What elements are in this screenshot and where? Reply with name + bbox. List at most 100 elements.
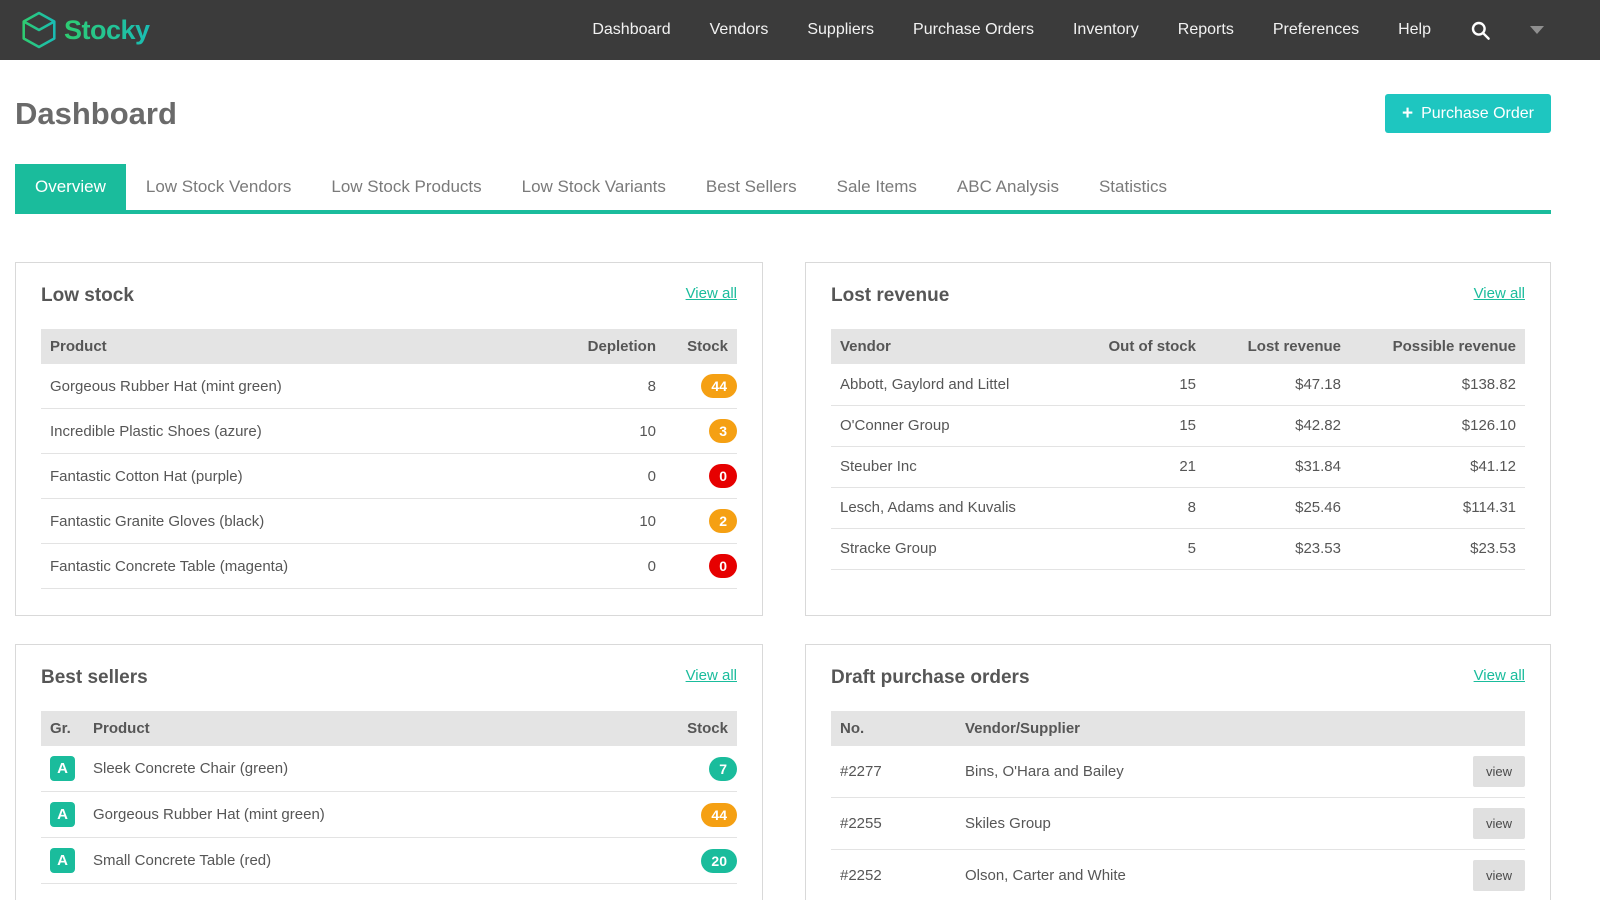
best-sellers-table: Gr. Product Stock A Sleek Concrete Chair… xyxy=(41,711,737,884)
new-purchase-order-button[interactable]: + Purchase Order xyxy=(1385,94,1551,133)
stock-badge: 20 xyxy=(701,849,737,873)
search-icon[interactable] xyxy=(1470,20,1491,41)
draft-purchase-orders-view-all-link[interactable]: View all xyxy=(1474,667,1525,684)
table-row: A Sleek Concrete Chair (green) 7 xyxy=(41,746,737,792)
low-stock-card: Low stock View all Product Depletion Sto… xyxy=(15,262,763,616)
nav-item-inventory[interactable]: Inventory xyxy=(1073,21,1139,39)
lost-revenue-card: Lost revenue View all Vendor Out of stoc… xyxy=(805,262,1551,616)
stocky-cube-icon xyxy=(22,11,56,49)
tab-best-sellers[interactable]: Best Sellers xyxy=(686,164,817,210)
tab-statistics[interactable]: Statistics xyxy=(1079,164,1187,210)
view-button[interactable]: view xyxy=(1473,860,1525,891)
table-row: Fantastic Cotton Hat (purple) 0 0 xyxy=(41,454,737,499)
view-button[interactable]: view xyxy=(1473,756,1525,787)
nav-item-dashboard[interactable]: Dashboard xyxy=(592,21,670,39)
table-row: Gorgeous Rubber Hat (mint green) 8 44 xyxy=(41,364,737,409)
tab-low-stock-vendors[interactable]: Low Stock Vendors xyxy=(126,164,312,210)
product-name: Fantastic Cotton Hat (purple) xyxy=(41,454,575,499)
po-number: #2252 xyxy=(831,850,956,900)
low-stock-table: Product Depletion Stock Gorgeous Rubber … xyxy=(41,329,737,589)
depletion-value: 0 xyxy=(575,544,665,589)
table-row: #2255 Skiles Group view xyxy=(831,798,1525,850)
col-vendor: Vendor xyxy=(831,329,1090,364)
depletion-value: 10 xyxy=(575,409,665,454)
table-row: A Gorgeous Rubber Hat (mint green) 44 xyxy=(41,792,737,838)
brand-logo[interactable]: Stocky xyxy=(22,11,150,49)
possible-revenue-value: $138.82 xyxy=(1350,364,1525,405)
tab-overview[interactable]: Overview xyxy=(15,164,126,210)
po-number: #2277 xyxy=(831,746,956,798)
table-row: Lesch, Adams and Kuvalis 8 $25.46 $114.3… xyxy=(831,487,1525,528)
po-vendor: Bins, O'Hara and Bailey xyxy=(956,746,1453,798)
draft-purchase-orders-card: Draft purchase orders View all No. Vendo… xyxy=(805,644,1551,900)
table-row: Stracke Group 5 $23.53 $23.53 xyxy=(831,528,1525,569)
stock-badge: 44 xyxy=(701,374,737,398)
table-row: Abbott, Gaylord and Littel 15 $47.18 $13… xyxy=(831,364,1525,405)
grade-badge: A xyxy=(50,848,75,873)
product-name: Sleek Concrete Chair (green) xyxy=(84,746,665,792)
nav-item-suppliers[interactable]: Suppliers xyxy=(807,21,874,39)
stock-badge: 7 xyxy=(709,757,737,781)
col-action xyxy=(1453,711,1525,746)
tab-low-stock-variants[interactable]: Low Stock Variants xyxy=(502,164,686,210)
nav-item-preferences[interactable]: Preferences xyxy=(1273,21,1359,39)
product-name: Incredible Plastic Shoes (azure) xyxy=(41,409,575,454)
table-row: Steuber Inc 21 $31.84 $41.12 xyxy=(831,446,1525,487)
stock-badge: 2 xyxy=(709,509,737,533)
best-sellers-view-all-link[interactable]: View all xyxy=(686,667,737,684)
col-lost-revenue: Lost revenue xyxy=(1205,329,1350,364)
depletion-value: 8 xyxy=(575,364,665,409)
lost-revenue-view-all-link[interactable]: View all xyxy=(1474,285,1525,302)
out-of-stock-value: 15 xyxy=(1090,405,1205,446)
nav-item-reports[interactable]: Reports xyxy=(1178,21,1234,39)
nav-item-vendors[interactable]: Vendors xyxy=(710,21,769,39)
depletion-value: 10 xyxy=(575,499,665,544)
low-stock-view-all-link[interactable]: View all xyxy=(686,285,737,302)
out-of-stock-value: 5 xyxy=(1090,528,1205,569)
dashboard-tabs: Overview Low Stock Vendors Low Stock Pro… xyxy=(15,164,1551,214)
product-name: Gorgeous Rubber Hat (mint green) xyxy=(84,792,665,838)
col-possible-revenue: Possible revenue xyxy=(1350,329,1525,364)
new-purchase-order-label: Purchase Order xyxy=(1421,105,1534,123)
vendor-name: Steuber Inc xyxy=(831,446,1090,487)
out-of-stock-value: 15 xyxy=(1090,364,1205,405)
col-stock: Stock xyxy=(665,711,737,746)
depletion-value: 0 xyxy=(575,454,665,499)
stock-badge: 44 xyxy=(701,803,737,827)
lost-revenue-value: $47.18 xyxy=(1205,364,1350,405)
lost-revenue-title: Lost revenue xyxy=(831,285,949,307)
vendor-name: O'Conner Group xyxy=(831,405,1090,446)
best-sellers-title: Best sellers xyxy=(41,667,148,689)
po-vendor: Olson, Carter and White xyxy=(956,850,1453,900)
tab-abc-analysis[interactable]: ABC Analysis xyxy=(937,164,1079,210)
caret-down-icon[interactable] xyxy=(1530,26,1544,34)
product-name: Small Concrete Table (red) xyxy=(84,838,665,884)
tab-sale-items[interactable]: Sale Items xyxy=(817,164,937,210)
table-row: #2252 Olson, Carter and White view xyxy=(831,850,1525,900)
nav-item-help[interactable]: Help xyxy=(1398,21,1431,39)
out-of-stock-value: 21 xyxy=(1090,446,1205,487)
stock-badge: 0 xyxy=(709,554,737,578)
view-button[interactable]: view xyxy=(1473,808,1525,839)
vendor-name: Lesch, Adams and Kuvalis xyxy=(831,487,1090,528)
col-stock: Stock xyxy=(665,329,737,364)
out-of-stock-value: 8 xyxy=(1090,487,1205,528)
table-row: O'Conner Group 15 $42.82 $126.10 xyxy=(831,405,1525,446)
lost-revenue-table: Vendor Out of stock Lost revenue Possibl… xyxy=(831,329,1525,570)
tab-low-stock-products[interactable]: Low Stock Products xyxy=(311,164,501,210)
col-number: No. xyxy=(831,711,956,746)
table-row: Fantastic Granite Gloves (black) 10 2 xyxy=(41,499,737,544)
grade-badge: A xyxy=(50,802,75,827)
nav-item-purchase-orders[interactable]: Purchase Orders xyxy=(913,21,1034,39)
product-name: Gorgeous Rubber Hat (mint green) xyxy=(41,364,575,409)
col-product: Product xyxy=(84,711,665,746)
draft-purchase-orders-title: Draft purchase orders xyxy=(831,667,1030,689)
cards-grid: Low stock View all Product Depletion Sto… xyxy=(15,262,1551,900)
lost-revenue-value: $25.46 xyxy=(1205,487,1350,528)
col-depletion: Depletion xyxy=(575,329,665,364)
col-product: Product xyxy=(41,329,575,364)
grade-badge: A xyxy=(50,756,75,781)
page-head: Dashboard + Purchase Order xyxy=(15,94,1551,133)
possible-revenue-value: $114.31 xyxy=(1350,487,1525,528)
table-row: Incredible Plastic Shoes (azure) 10 3 xyxy=(41,409,737,454)
